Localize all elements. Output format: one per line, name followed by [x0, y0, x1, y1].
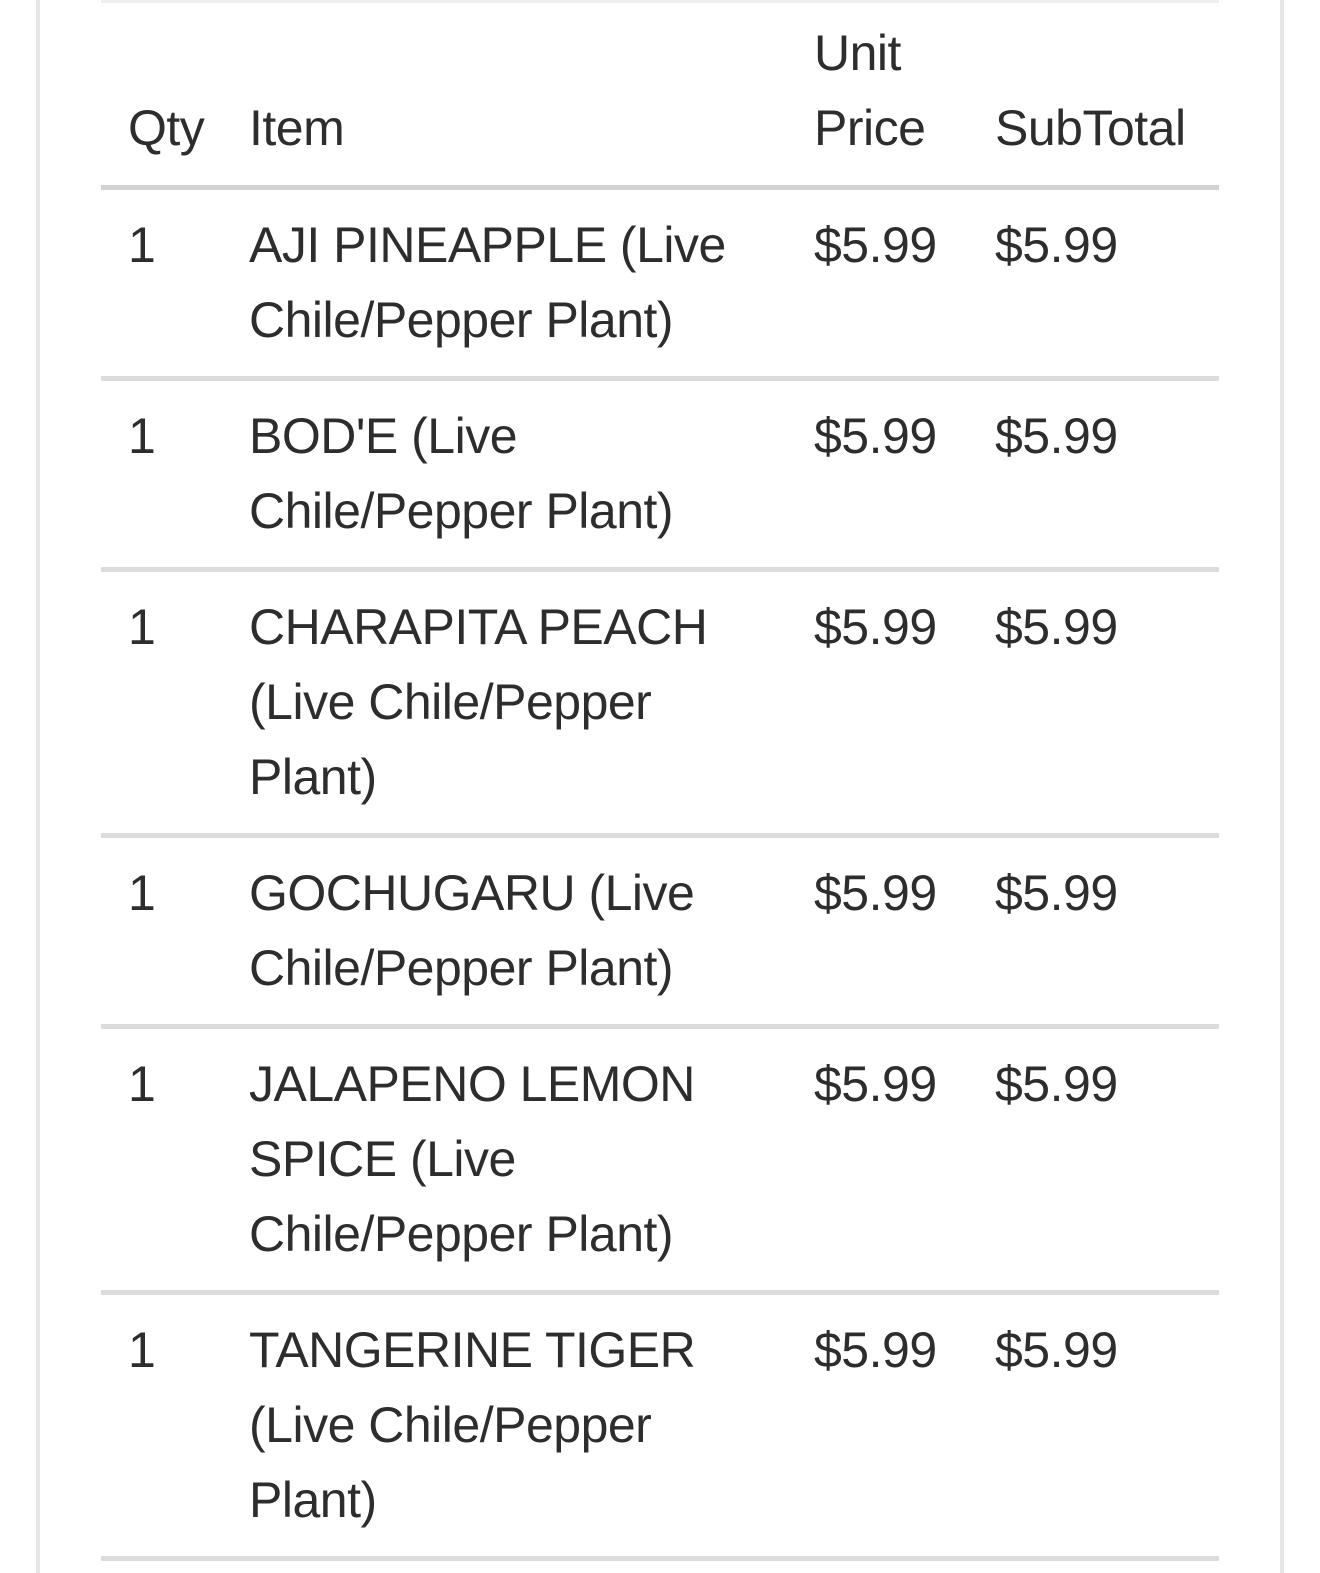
item-header: Item	[249, 0, 814, 190]
item-name-line: JALAPENO LEMON	[249, 1056, 695, 1112]
item-cell: GOCHUGARU (Live Chile/Pepper Plant)	[249, 835, 814, 1029]
item-name-line: Plant)	[249, 749, 377, 805]
unit-price-header: Unit Price	[814, 0, 995, 190]
item-cell: AJI PINEAPPLE (Live Chile/Pepper Plant)	[249, 187, 814, 381]
qty-cell: 1	[101, 835, 249, 1029]
qty-cell: 1	[101, 1026, 249, 1295]
subtotal-cell: $5.99	[995, 835, 1219, 1029]
item-name-line: (Live Chile/Pepper	[249, 674, 652, 730]
item-name-line: CHARAPITA PEACH	[249, 599, 708, 655]
subtotal-cell: $5.99	[995, 378, 1219, 572]
unit-price-cell: $5.99	[814, 378, 995, 572]
item-name-line: Chile/Pepper Plant)	[249, 940, 674, 996]
table-row: 1 TANGERINE TIGER (Live Chile/Pepper Pla…	[101, 1292, 1219, 1561]
qty-cell: 1	[101, 378, 249, 572]
item-name-line: AJI PINEAPPLE (Live	[249, 217, 726, 273]
unit-price-cell: $5.99	[814, 1026, 995, 1295]
item-name-line: SPICE (Live	[249, 1131, 516, 1187]
item-name-line: (Live Chile/Pepper	[249, 1397, 652, 1453]
subtotal-header: SubTotal	[995, 0, 1219, 190]
item-name-line: Plant)	[249, 1472, 377, 1528]
item-cell: CHARAPITA PEACH (Live Chile/Pepper Plant…	[249, 569, 814, 838]
qty-cell: 1	[101, 569, 249, 838]
unit-price-header-line2: Price	[814, 100, 926, 156]
table-row: 1 GOCHUGARU (Live Chile/Pepper Plant) $5…	[101, 835, 1219, 1029]
subtotal-cell: $5.99	[995, 187, 1219, 381]
order-items-table: Qty Item Unit Price SubTotal 1 AJI PINEA…	[101, 0, 1219, 1561]
table-row: 1 CHARAPITA PEACH (Live Chile/Pepper Pla…	[101, 569, 1219, 838]
unit-price-cell: $5.99	[814, 187, 995, 381]
unit-price-header-line1: Unit	[814, 25, 901, 81]
qty-header: Qty	[101, 0, 249, 190]
item-cell: JALAPENO LEMON SPICE (Live Chile/Pepper …	[249, 1026, 814, 1295]
qty-cell: 1	[101, 187, 249, 381]
table-row: 1 BOD'E (Live Chile/Pepper Plant) $5.99 …	[101, 378, 1219, 572]
top-divider	[101, 0, 1219, 3]
unit-price-cell: $5.99	[814, 835, 995, 1029]
subtotal-cell: $5.99	[995, 569, 1219, 838]
table-row: 1 AJI PINEAPPLE (Live Chile/Pepper Plant…	[101, 187, 1219, 381]
item-name-line: TANGERINE TIGER	[249, 1322, 696, 1378]
order-summary-card: Qty Item Unit Price SubTotal 1 AJI PINEA…	[36, 0, 1284, 1573]
item-cell: BOD'E (Live Chile/Pepper Plant)	[249, 378, 814, 572]
unit-price-cell: $5.99	[814, 569, 995, 838]
item-name-line: Chile/Pepper Plant)	[249, 292, 674, 348]
subtotal-cell: $5.99	[995, 1026, 1219, 1295]
qty-cell: 1	[101, 1292, 249, 1561]
unit-price-cell: $5.99	[814, 1292, 995, 1561]
item-name-line: Chile/Pepper Plant)	[249, 1206, 674, 1262]
table-header-row: Qty Item Unit Price SubTotal	[101, 0, 1219, 190]
item-name-line: GOCHUGARU (Live	[249, 865, 695, 921]
item-name-line: Chile/Pepper Plant)	[249, 483, 674, 539]
item-cell: TANGERINE TIGER (Live Chile/Pepper Plant…	[249, 1292, 814, 1561]
item-name-line: BOD'E (Live	[249, 408, 518, 464]
table-row: 1 JALAPENO LEMON SPICE (Live Chile/Peppe…	[101, 1026, 1219, 1295]
subtotal-cell: $5.99	[995, 1292, 1219, 1561]
